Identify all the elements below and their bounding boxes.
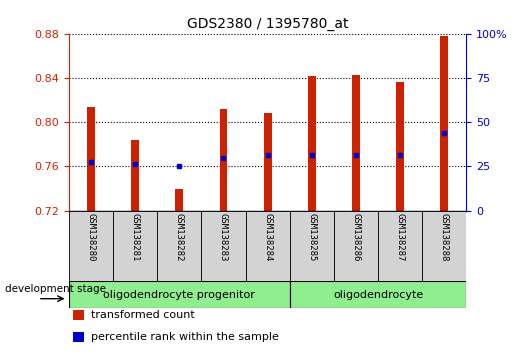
Bar: [378, 211, 422, 281]
Bar: [308, 76, 316, 211]
Text: GSM138287: GSM138287: [396, 213, 404, 261]
Bar: [219, 109, 227, 211]
Text: GSM138285: GSM138285: [307, 213, 316, 261]
Text: percentile rank within the sample: percentile rank within the sample: [91, 332, 279, 342]
Bar: [352, 75, 360, 211]
Text: GSM138280: GSM138280: [86, 213, 95, 261]
Text: GSM138281: GSM138281: [131, 213, 139, 261]
Text: GSM138286: GSM138286: [351, 213, 360, 261]
Bar: [113, 211, 157, 281]
Bar: [334, 211, 378, 281]
Text: transformed count: transformed count: [91, 310, 195, 320]
Bar: [290, 211, 334, 281]
Bar: [73, 332, 84, 342]
Text: oligodendrocyte progenitor: oligodendrocyte progenitor: [103, 290, 255, 300]
Bar: [245, 211, 290, 281]
Text: development stage: development stage: [5, 284, 107, 295]
Bar: [69, 281, 290, 308]
Bar: [290, 281, 466, 308]
Bar: [422, 211, 466, 281]
Bar: [201, 211, 245, 281]
Bar: [440, 36, 448, 211]
Bar: [264, 113, 271, 211]
Bar: [157, 211, 201, 281]
Bar: [69, 211, 113, 281]
Text: oligodendrocyte: oligodendrocyte: [333, 290, 423, 300]
Text: GSM138282: GSM138282: [175, 213, 184, 261]
Text: GSM138284: GSM138284: [263, 213, 272, 261]
Bar: [73, 310, 84, 320]
Text: GSM138288: GSM138288: [440, 213, 449, 261]
Bar: [131, 140, 139, 211]
Title: GDS2380 / 1395780_at: GDS2380 / 1395780_at: [187, 17, 348, 31]
Bar: [396, 82, 404, 211]
Text: GSM138283: GSM138283: [219, 213, 228, 261]
Bar: [87, 107, 95, 211]
Bar: [175, 189, 183, 211]
